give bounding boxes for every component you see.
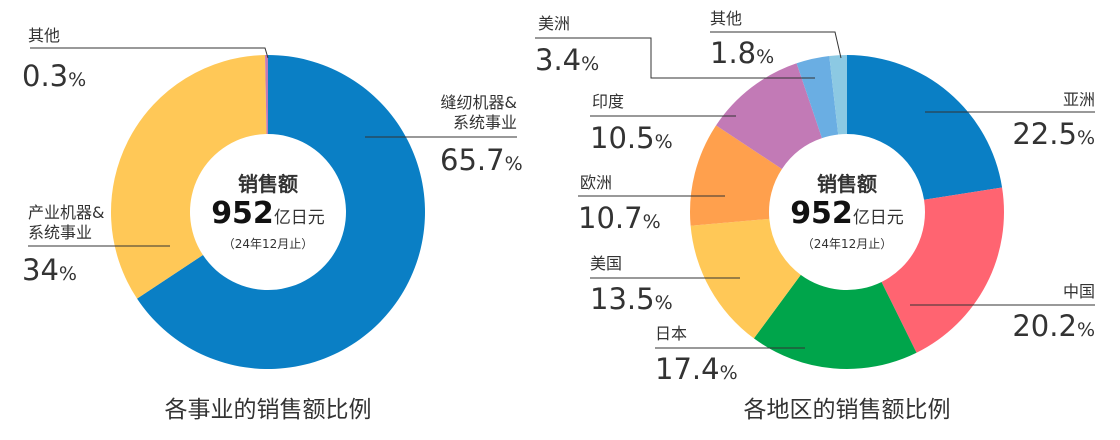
leader-line-americas: [535, 37, 815, 79]
label-industrial: 产业机器& 系统事业: [28, 203, 105, 242]
center-value: 952亿日元: [211, 196, 325, 231]
value-usa: 13.5%: [590, 282, 673, 316]
slice-其他: [829, 55, 847, 135]
value-europe: 10.7%: [578, 201, 661, 235]
label-other: 其他: [28, 26, 61, 45]
center-label: 销售额: [238, 172, 298, 196]
region-chart-title: 各地区的销售额比例: [743, 397, 951, 423]
business-donut: [110, 55, 426, 370]
value-asia: 22.5%: [1012, 117, 1095, 151]
label-china: 中国: [1062, 282, 1095, 301]
slice-缝纫机器&系统事业: [137, 55, 426, 370]
region-center: 销售额 952亿日元 （24年12月止）: [767, 168, 927, 252]
business-chart-title: 各事业的销售额比例: [164, 397, 372, 423]
label-japan: 日本: [655, 324, 688, 343]
value-other: 0.3%: [22, 59, 87, 93]
value-china: 20.2%: [1012, 309, 1095, 343]
leader-lines: [28, 31, 1095, 349]
slice-美洲: [796, 56, 839, 139]
slice-中国: [881, 187, 1004, 353]
slice-日本: [753, 274, 917, 369]
slice-亚洲: [847, 55, 1003, 200]
label-other-region: 其他: [710, 9, 743, 28]
center-note: （24年12月止）: [801, 237, 893, 251]
business-center: 销售额 952亿日元 （24年12月止）: [188, 168, 348, 252]
center-value: 952亿日元: [790, 196, 904, 231]
label-europe: 欧洲: [580, 173, 613, 192]
value-other-region: 1.8%: [710, 36, 775, 70]
label-asia: 亚洲: [1062, 90, 1095, 109]
label-usa: 美国: [590, 254, 623, 273]
slice-印度: [716, 63, 822, 169]
value-industrial: 34%: [22, 253, 77, 287]
label-sewing: 缝纫机器& 系统事业: [440, 93, 517, 132]
leader-line-other: [30, 47, 269, 59]
region-donut: [689, 55, 1004, 369]
label-americas: 美洲: [538, 14, 571, 33]
slice-产业机器&系统事业: [110, 55, 267, 299]
slice-美国: [690, 218, 801, 339]
value-india: 10.5%: [590, 121, 673, 155]
slice-其他: [265, 55, 268, 135]
center-note: （24年12月止）: [222, 237, 314, 251]
leader-line-other-region: [710, 31, 842, 59]
slice-欧洲: [689, 125, 782, 226]
label-india: 印度: [592, 92, 625, 111]
center-label: 销售额: [817, 172, 877, 196]
value-americas: 3.4%: [535, 43, 600, 77]
value-sewing: 65.7%: [440, 143, 523, 177]
value-japan: 17.4%: [655, 352, 738, 386]
